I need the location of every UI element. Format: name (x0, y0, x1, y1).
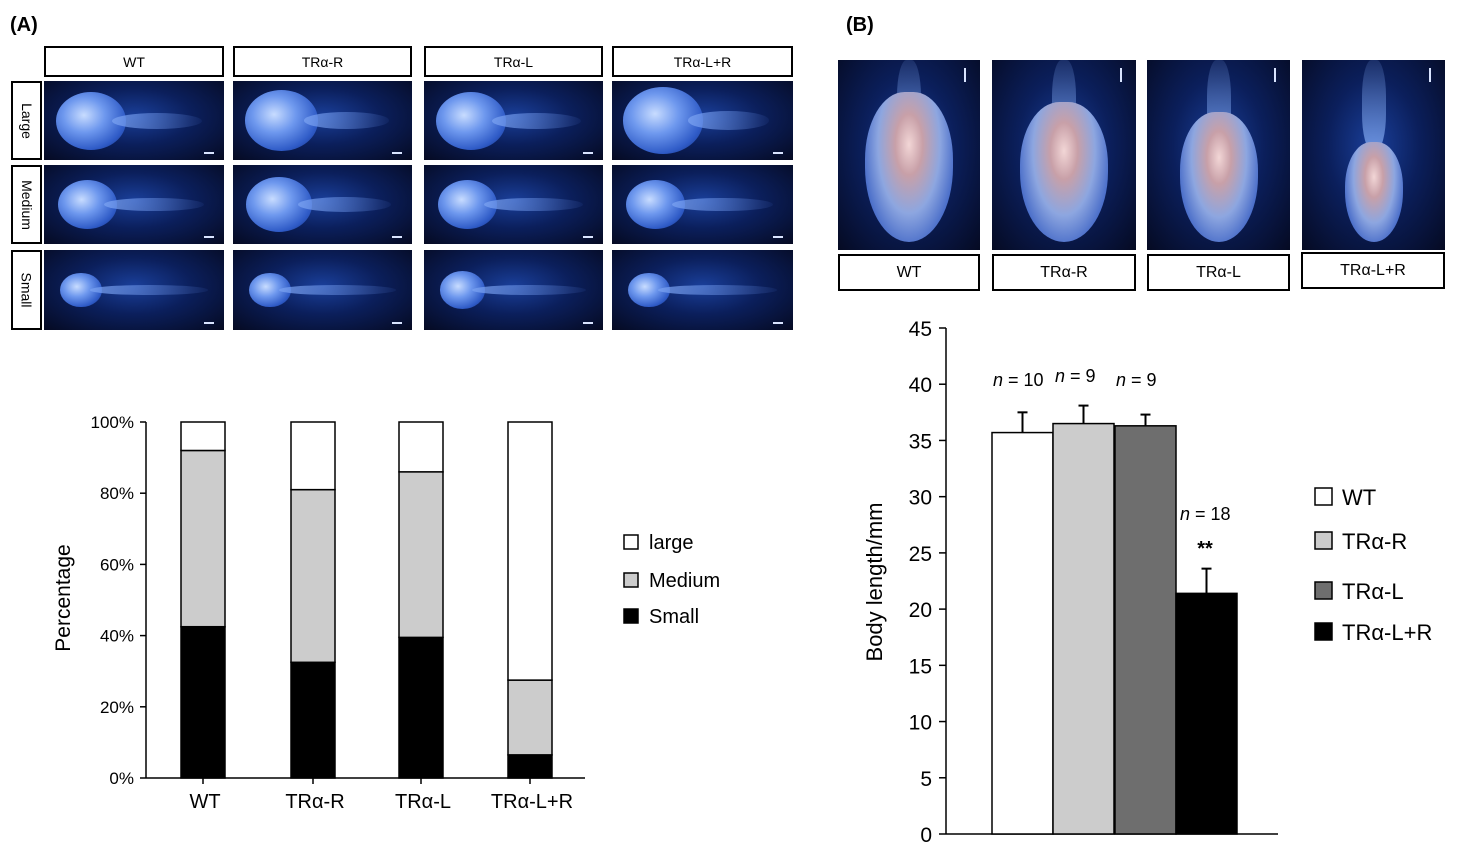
panel-a-col-tra-r: TRα-R (233, 46, 412, 77)
chart-a-y-tick-label: 40% (100, 627, 134, 646)
n-annotation: n = 9 (1116, 370, 1157, 390)
panel-a-row-small: Small (11, 250, 42, 330)
chart-b-legend-label: TRα-R (1342, 529, 1407, 554)
photo-large-tra-lr (612, 81, 793, 160)
panel-a-row-large: Large (11, 81, 42, 160)
panel-b-label: (B) (846, 14, 874, 36)
photo-small-tra-r (233, 250, 412, 330)
chart-a-y-tick-label: 100% (91, 413, 134, 432)
bar-large-0 (180, 421, 226, 452)
chart-a-y-tick-label: 80% (100, 484, 134, 503)
chart-a-y-tick-label: 0% (109, 769, 134, 788)
chart-a-legend-label: Medium (649, 570, 720, 592)
n-annotation: n = 10 (993, 370, 1044, 390)
significance-marker: ** (1197, 538, 1213, 560)
photo-small-tra-lr (612, 250, 793, 330)
chart-b-legend-label: WT (1342, 485, 1376, 510)
n-annotation: n = 18 (1180, 504, 1231, 524)
size-distribution-chart: 0% 20% 40% 60% 80% 100% WT TRα-R TRα-L TRα-L+R Pe… (52, 413, 720, 813)
photo-large-tra-l (424, 81, 603, 160)
photo-medium-wt (44, 165, 224, 244)
photo-small-wt (44, 250, 224, 330)
chart-b-y-tick-label: 10 (909, 712, 932, 735)
photo-b-tra-l (1147, 60, 1290, 250)
bar-large-1 (290, 421, 336, 491)
bar-small-2 (398, 636, 444, 779)
chart-a-y-tick-label: 20% (100, 698, 134, 717)
chart-b-y-tick-label: 30 (909, 487, 932, 510)
chart-b-legend-swatch (1314, 531, 1333, 550)
panel-a-col-wt: WT (44, 46, 224, 77)
bar-medium-2 (398, 471, 444, 639)
panel-b-col-tra-l: TRα-L (1147, 254, 1290, 291)
chart-a-legend-swatch (623, 608, 639, 624)
chart-a-x-tick-label: TRα-R (285, 791, 344, 813)
chart-b-y-tick-label: 40 (909, 374, 932, 397)
photo-small-tra-l (424, 250, 603, 330)
photo-medium-tra-l (424, 165, 603, 244)
bar-medium-1 (290, 488, 336, 664)
photo-b-tra-lr (1302, 60, 1445, 250)
panel-b-col-wt: WT (838, 254, 980, 291)
bar-large-2 (398, 421, 444, 473)
photo-medium-tra-r (233, 165, 412, 244)
panel-b-col-tra-r: TRα-R (992, 254, 1136, 291)
chart-b-y-tick-label: 25 (909, 543, 932, 566)
chart-b-legend-swatch (1314, 622, 1333, 641)
bar-body-length-3 (1175, 592, 1238, 835)
photo-large-tra-r (233, 81, 412, 160)
panel-a-row-medium: Medium (11, 165, 42, 244)
chart-a-x-tick-label: TRα-L (395, 791, 451, 813)
chart-a-legend-label: large (649, 532, 693, 554)
body-length-chart: 0 5 10 15 20 25 30 35 40 45 n = 10 n = 9 n = 9 n = 18… (862, 318, 1432, 847)
chart-a-legend-label: Small (649, 606, 699, 628)
bar-medium-3 (507, 679, 553, 756)
photo-b-wt (838, 60, 980, 250)
bar-body-length-0 (991, 431, 1054, 835)
bar-body-length-1 (1052, 422, 1115, 835)
bar-small-1 (290, 661, 336, 779)
photo-large-wt (44, 81, 224, 160)
bar-small-3 (507, 754, 553, 779)
chart-a-x-tick-label: WT (189, 791, 220, 813)
chart-a-x-tick-label: TRα-L+R (491, 791, 573, 813)
chart-b-legend-swatch (1314, 581, 1333, 600)
chart-b-y-tick-label: 45 (909, 318, 932, 341)
chart-a-y-label: Percentage (52, 544, 75, 651)
chart-a-y-tick-label: 60% (100, 555, 134, 574)
chart-b-y-tick-label: 15 (909, 655, 932, 678)
bar-large-3 (507, 421, 553, 681)
photo-medium-tra-lr (612, 165, 793, 244)
n-annotation: n = 9 (1055, 366, 1096, 386)
chart-b-y-tick-label: 35 (909, 430, 932, 453)
chart-b-legend-label: TRα-L (1342, 579, 1404, 604)
bar-medium-0 (180, 449, 226, 628)
chart-b-legend-label: TRα-L+R (1342, 620, 1432, 645)
panel-a-col-tra-l: TRα-L (424, 46, 603, 77)
chart-b-y-tick-label: 0 (920, 824, 932, 847)
panel-b-col-tra-lr: TRα-L+R (1301, 252, 1445, 289)
panel-a-label: (A) (10, 14, 38, 36)
chart-a-legend-swatch (623, 572, 639, 588)
chart-b-y-label: Body length/mm (862, 503, 887, 662)
photo-b-tra-r (992, 60, 1136, 250)
bar-small-0 (180, 625, 226, 779)
panel-a-col-tra-lr: TRα-L+R (612, 46, 793, 77)
chart-b-legend-swatch (1314, 487, 1333, 506)
bar-body-length-2 (1114, 425, 1177, 835)
chart-b-y-tick-label: 5 (920, 768, 932, 791)
chart-b-y-tick-label: 20 (909, 599, 932, 622)
chart-a-legend-swatch (623, 534, 639, 550)
